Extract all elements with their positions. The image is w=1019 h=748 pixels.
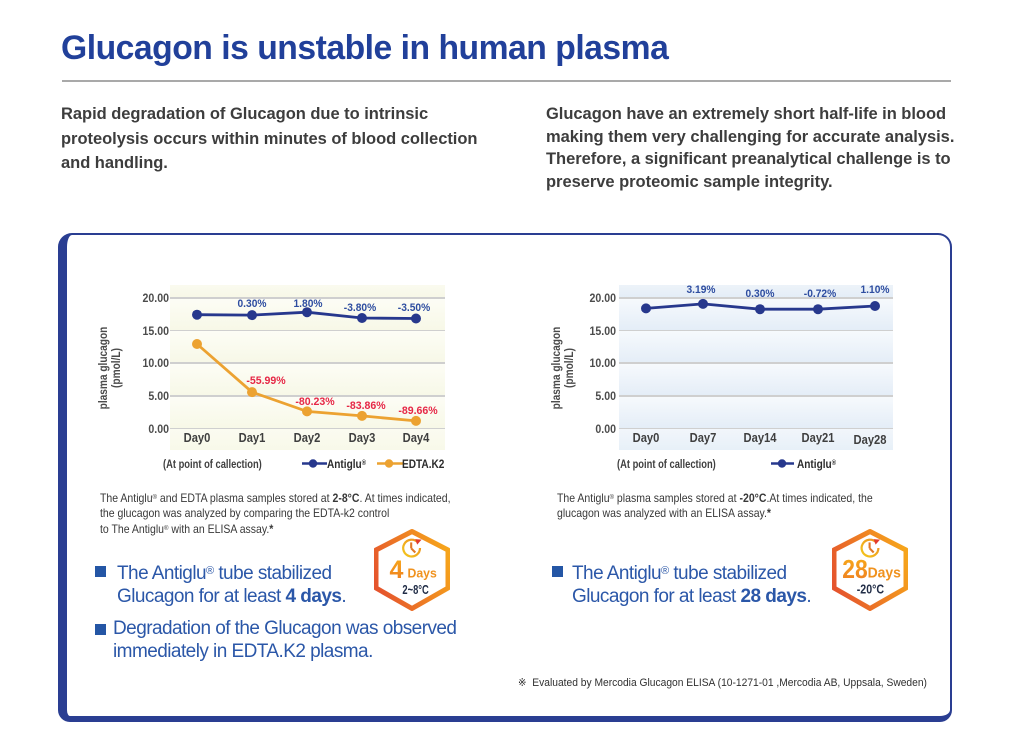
svg-text:Days: Days <box>868 565 901 582</box>
svg-text:2~8°C: 2~8°C <box>402 584 428 598</box>
svg-text:4: 4 <box>390 556 404 584</box>
svg-text:Days: Days <box>408 565 437 581</box>
svg-text:-20°C: -20°C <box>857 583 885 597</box>
svg-text:28: 28 <box>842 556 867 585</box>
